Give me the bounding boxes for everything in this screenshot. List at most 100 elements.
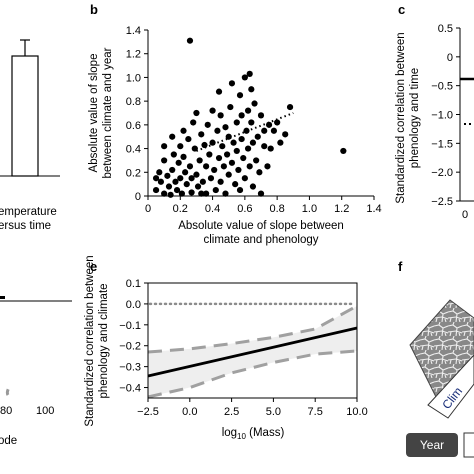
panel-b-point xyxy=(169,166,176,174)
panel-b-point xyxy=(246,70,253,77)
panel-e-ytick-label: 0.1 xyxy=(126,278,141,290)
panel-b-point xyxy=(186,163,194,170)
panel-d-xtick-100: 100 xyxy=(36,405,54,417)
panel-b-point xyxy=(235,166,242,174)
panel-b-point xyxy=(241,74,248,81)
panel-b-point xyxy=(203,163,210,170)
panel-b-xtick-label: 0.8 xyxy=(269,203,284,215)
panel-b-point xyxy=(161,143,168,150)
panel-b-point xyxy=(251,100,258,107)
panel-b-point xyxy=(165,183,173,190)
panel-b-xtick-label: 1.0 xyxy=(302,203,317,215)
panel-b-point xyxy=(232,181,239,188)
panel-b-point xyxy=(244,145,252,152)
panel-b-point xyxy=(219,143,226,150)
panel-b-xlabel-line1: Absolute value of slope between xyxy=(178,220,344,232)
panel-b-xtick-label: 1.2 xyxy=(334,203,349,215)
panel-b-point xyxy=(170,151,177,158)
panel-b-point xyxy=(230,139,237,146)
panel-a-xlabel-line1: emperature xyxy=(0,206,57,218)
panel-b-point xyxy=(248,119,255,126)
panel-a-xlabel-line2: ersus time xyxy=(0,220,51,232)
panel-c-ytick-label: −2.5 xyxy=(431,196,453,208)
panel-b-scatter: b 0 0.2 0.4 0.6 0.8 1.0 1.2 1.4 0 0.2 0.4 0.6 0.8 1.0… xyxy=(88,2,382,246)
panel-b-point xyxy=(194,183,202,190)
panel-e-xtick-label: 7.5 xyxy=(308,406,323,418)
panel-b-point xyxy=(198,190,205,197)
panel-b-point xyxy=(340,147,347,155)
panel-c-xtick-0: 0 xyxy=(462,209,468,221)
panel-b-point xyxy=(152,175,160,182)
panel-b-point xyxy=(253,157,260,164)
panel-b-point xyxy=(180,127,187,134)
panel-b-point xyxy=(217,178,224,185)
panel-e-xlabel: log10 (Mass) xyxy=(222,427,285,441)
panel-b-point xyxy=(236,186,244,194)
panel-b-point xyxy=(244,107,252,114)
panel-b-point xyxy=(249,139,257,146)
panel-b-point xyxy=(164,172,171,179)
panel-b-point xyxy=(264,163,271,170)
panel-b-point xyxy=(207,175,215,182)
panel-e-ytick-label: −0.2 xyxy=(119,341,141,353)
panel-b-point xyxy=(183,181,190,188)
panel-e-xtick-label: 2.5 xyxy=(224,406,239,418)
panel-b-point xyxy=(201,141,208,149)
panel-b-point xyxy=(257,190,265,197)
panel-b-point xyxy=(206,151,213,158)
panel-c-ytick-label: 0.5 xyxy=(438,23,453,35)
panel-b-ytick-label: 1.4 xyxy=(126,25,141,37)
panel-b-point xyxy=(228,159,236,166)
panel-b-point xyxy=(169,133,176,140)
panel-b-point xyxy=(233,147,240,155)
panel-c-ytick-label: −0.5 xyxy=(431,81,453,93)
panel-e-lower-ci-line xyxy=(147,349,358,399)
panel-b-point xyxy=(220,163,227,170)
panel-f: f Clim Year xyxy=(398,259,474,458)
panel-d-marker xyxy=(0,296,5,299)
panel-e-ytick-label: −0.1 xyxy=(119,320,141,332)
panel-b-point xyxy=(198,131,205,138)
panel-b-point xyxy=(152,186,160,194)
panel-b-ytick-label: 0 xyxy=(135,191,141,203)
panel-b-point xyxy=(180,153,187,160)
panel-b-point xyxy=(274,119,281,126)
panel-b-point xyxy=(227,103,234,111)
panel-d-xlabel-fragment: ode xyxy=(0,435,17,447)
panel-b-point xyxy=(222,190,229,197)
panel-b-ylabel-line2: between climate and year xyxy=(102,47,114,178)
panel-b-point xyxy=(177,143,184,150)
panel-b-ytick-label: 0.8 xyxy=(126,96,141,108)
panel-b-point xyxy=(233,119,240,126)
panel-b-point xyxy=(156,169,163,176)
panel-b-point xyxy=(265,121,273,128)
panel-b-point xyxy=(240,154,247,162)
panel-d-xtick-80: 80 xyxy=(0,405,12,417)
panel-b-point xyxy=(238,112,245,119)
panel-b-point xyxy=(257,112,265,119)
panel-b-point xyxy=(212,186,219,194)
panel-b-point xyxy=(261,127,268,134)
panel-b-point xyxy=(261,143,268,150)
panel-b-point xyxy=(270,127,278,134)
panel-b-point xyxy=(199,178,206,185)
panel-b-point xyxy=(222,124,229,131)
panel-b-point xyxy=(286,103,294,111)
panel-b-point xyxy=(214,127,221,134)
panel-b-point xyxy=(157,178,165,185)
panel-b-point xyxy=(243,127,250,134)
panel-e-xtick-label: 10.0 xyxy=(346,406,367,418)
panel-b-point xyxy=(204,121,211,128)
panel-e-label: e xyxy=(90,259,97,274)
panel-b-point xyxy=(186,37,194,44)
panel-e-xtick-label: 5.0 xyxy=(266,406,281,418)
panel-b-point xyxy=(248,86,255,93)
panel-b-trend-line xyxy=(196,112,294,152)
panel-b-point xyxy=(178,190,185,197)
panel-f-next-box xyxy=(463,432,474,458)
panel-e-ylabel-line1: Standardized correlation between xyxy=(84,255,96,426)
panel-b-ylabel-line1: Absolute value of slope xyxy=(88,54,100,173)
panel-c-label: c xyxy=(398,2,405,17)
panel-e-upper-ci-line xyxy=(147,304,358,354)
